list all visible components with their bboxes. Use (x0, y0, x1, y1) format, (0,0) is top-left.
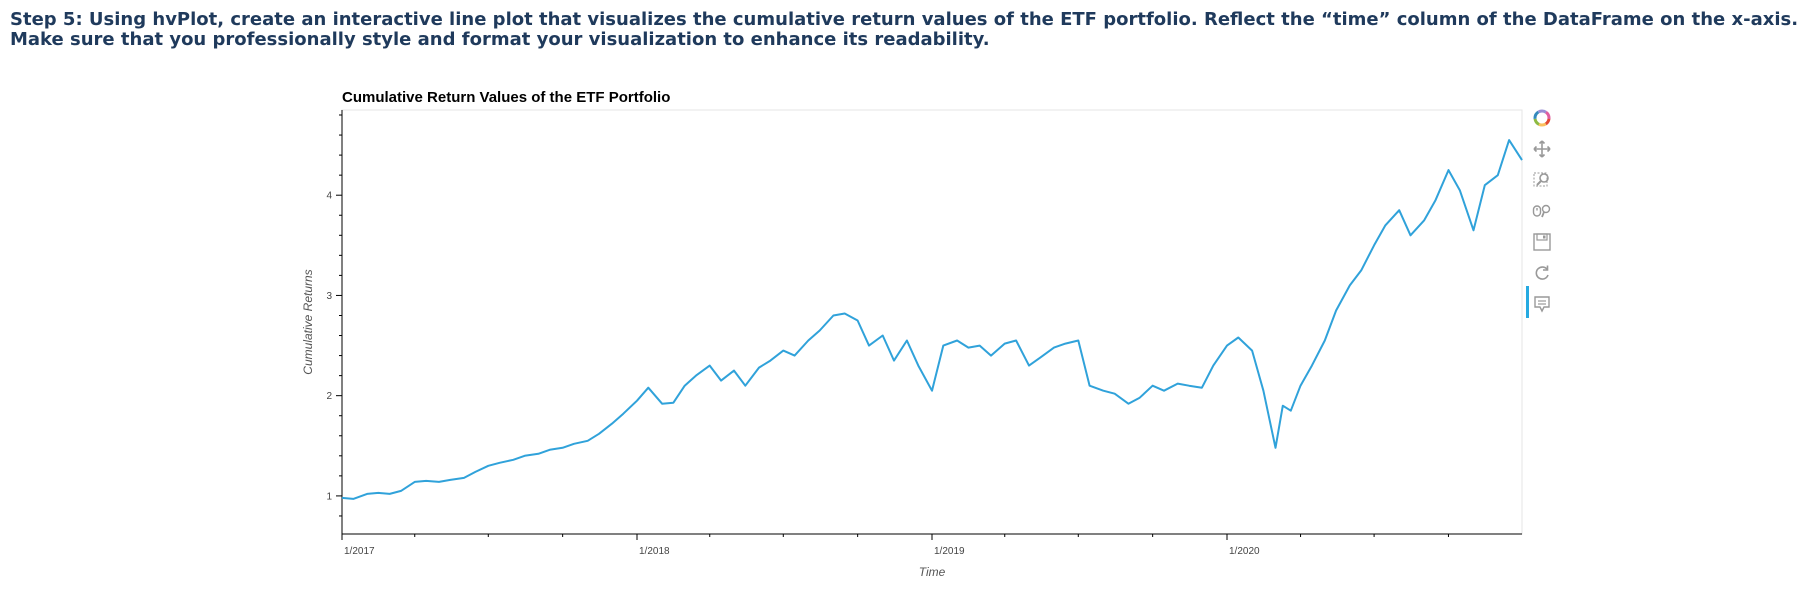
x-tick-label: 1/2017 (344, 546, 375, 557)
y-tick-label: 2 (326, 391, 332, 402)
reset-icon[interactable] (1530, 261, 1554, 285)
instructions-text: Step 5: Using hvPlot, create an interact… (10, 9, 1799, 50)
x-tick-label: 1/2018 (639, 546, 670, 557)
bokeh-logo-icon[interactable] (1530, 106, 1554, 130)
x-ticks: 1/2017 1/2018 1/2019 1/2020 (341, 534, 1449, 557)
plot-frame (341, 109, 1523, 535)
chart-title: Cumulative Return Values of the ETF Port… (342, 89, 670, 106)
toolbar-active-indicator (1526, 286, 1529, 318)
y-tick-label: 1 (326, 491, 332, 502)
wheel-zoom-icon[interactable] (1530, 199, 1554, 223)
x-tick-label: 1/2019 (934, 546, 965, 557)
x-tick-label: 1/2020 (1229, 546, 1260, 557)
plot-toolbar (1530, 106, 1554, 323)
y-tick-label: 4 (326, 191, 332, 202)
save-icon[interactable] (1530, 230, 1554, 254)
hover-icon[interactable] (1530, 292, 1554, 316)
x-axis-label: Time (919, 565, 946, 579)
box-zoom-icon[interactable] (1530, 168, 1554, 192)
y-ticks: 1 2 3 4 (326, 114, 342, 517)
cumulative-returns-line[interactable] (341, 139, 1523, 500)
pan-icon[interactable] (1530, 137, 1554, 161)
y-axis-label: Cumulative Returns (301, 269, 315, 374)
y-tick-label: 3 (326, 291, 332, 302)
